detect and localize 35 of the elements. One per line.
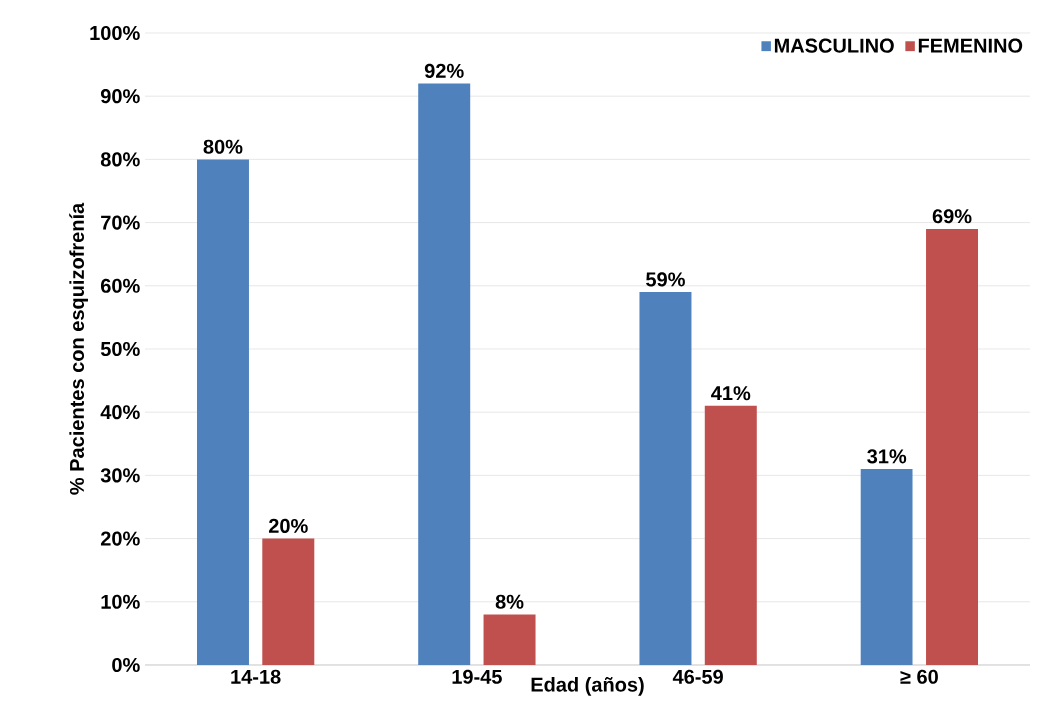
bar xyxy=(483,614,536,665)
data-label: 80% xyxy=(203,139,243,154)
data-label: 8% xyxy=(495,594,524,609)
y-axis-title: % Pacientes con esquizofrenía xyxy=(69,202,88,495)
y-tick-label: 20% xyxy=(100,531,140,546)
data-label: 41% xyxy=(711,386,751,401)
y-tick-label: 40% xyxy=(100,405,140,420)
x-tick-label: 46-59 xyxy=(672,669,723,684)
bar xyxy=(860,469,913,665)
y-tick-label: 60% xyxy=(101,278,140,293)
bar xyxy=(196,159,249,665)
data-label: 59% xyxy=(646,272,685,287)
y-tick-label: 10% xyxy=(101,594,140,609)
x-tick-label: 14-18 xyxy=(231,669,281,684)
bar xyxy=(262,538,315,665)
data-label: 20% xyxy=(268,518,308,533)
data-label: 92% xyxy=(424,63,464,78)
bar xyxy=(418,83,471,665)
data-label: 31% xyxy=(867,449,907,464)
y-tick-label: 50% xyxy=(100,341,140,357)
data-label: 69% xyxy=(932,209,972,224)
bar xyxy=(704,405,757,665)
bar xyxy=(926,228,979,665)
y-tick-label: 0% xyxy=(112,657,140,673)
y-tick-label: 70% xyxy=(101,215,140,230)
legend-label: FEMENINO xyxy=(918,38,1023,53)
bar xyxy=(639,292,692,665)
y-tick-label: 30% xyxy=(100,468,140,483)
y-tick-label: 90% xyxy=(100,89,140,104)
x-axis-title: Edad (años) xyxy=(531,677,644,696)
x-tick-label: 19-45 xyxy=(452,669,502,684)
y-tick-label: 100% xyxy=(90,25,140,41)
x-tick-label: ≥ 60 xyxy=(900,669,938,684)
legend-label: MASCULINO xyxy=(774,38,894,53)
y-tick-label: 80% xyxy=(100,152,140,167)
